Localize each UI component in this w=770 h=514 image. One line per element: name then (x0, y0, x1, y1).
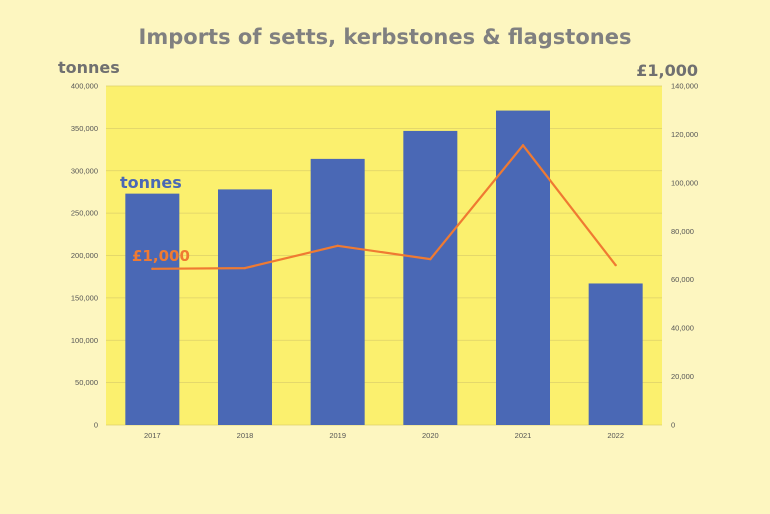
bar (588, 283, 643, 425)
x-tick-label: 2022 (607, 431, 624, 440)
x-tick-label: 2018 (237, 431, 254, 440)
bar (125, 193, 180, 425)
right-tick-label: 0 (671, 421, 675, 430)
bar (310, 158, 365, 425)
right-tick-label: 100,000 (671, 178, 698, 187)
chart-title: Imports of setts, kerbstones & flagstone… (139, 25, 632, 49)
line-series (151, 144, 617, 271)
gridlines (106, 85, 662, 426)
x-tick-label: 2021 (515, 431, 532, 440)
right-tick-label: 80,000 (671, 227, 694, 236)
left-tick-label: 350,000 (71, 124, 98, 133)
right-axis-ticks: 0 20,000 40,000 60,000 80,000 100,000 120,000 1… (671, 82, 698, 430)
left-tick-label: 250,000 (71, 209, 98, 218)
right-tick-label: 140,000 (671, 82, 698, 91)
left-tick-label: 0 (94, 421, 98, 430)
left-tick-label: 50,000 (75, 378, 98, 387)
right-tick-label: 120,000 (671, 130, 698, 139)
line-point (429, 257, 432, 261)
right-axis-unit-label: £1,000 (636, 61, 698, 80)
line-point (243, 266, 247, 270)
left-tick-label: 400,000 (71, 82, 98, 91)
line-series-label: £1,000 (132, 247, 190, 265)
bar (496, 110, 550, 425)
left-tick-label: 300,000 (71, 166, 98, 175)
bar-series-label: tonnes (120, 173, 182, 192)
left-axis-ticks: 0 50,000 100,000 150,000 200,000 250,000 300,0… (71, 82, 98, 430)
bar (403, 130, 458, 426)
bar-series (125, 110, 643, 426)
left-tick-label: 100,000 (71, 336, 98, 345)
x-axis-ticks: 2017 2018 2019 2020 2021 2022 (144, 431, 624, 440)
line-point (521, 144, 525, 147)
line-path (152, 144, 617, 270)
line-point (614, 263, 617, 267)
x-tick-label: 2017 (144, 431, 161, 440)
left-tick-label: 200,000 (71, 251, 98, 260)
bar (218, 189, 272, 425)
line-point (336, 244, 339, 248)
line-point (151, 267, 154, 271)
left-tick-label: 150,000 (71, 293, 98, 302)
x-tick-label: 2019 (329, 431, 346, 440)
right-tick-label: 60,000 (671, 275, 694, 284)
left-axis-unit-label: tonnes (58, 58, 120, 77)
right-tick-label: 40,000 (671, 324, 694, 333)
right-tick-label: 20,000 (671, 372, 694, 381)
x-tick-label: 2020 (422, 431, 439, 440)
